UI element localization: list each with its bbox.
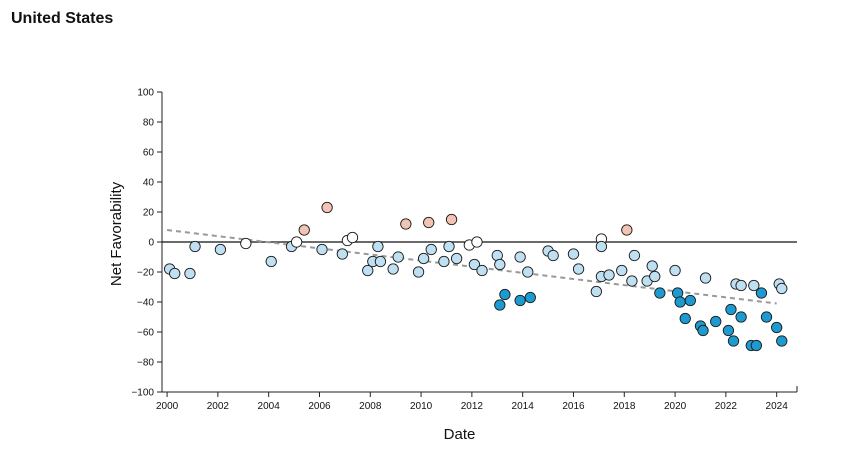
- x-tick-label: 2016: [562, 401, 585, 412]
- data-point: [755, 287, 768, 299]
- data-point: [499, 288, 511, 301]
- data-point: [646, 260, 658, 272]
- y-tick-label: −40: [137, 298, 154, 309]
- data-point: [372, 240, 384, 253]
- data-point: [616, 264, 628, 277]
- data-point: [321, 201, 333, 214]
- data-point: [425, 243, 437, 256]
- data-point: [603, 269, 615, 281]
- data-point: [423, 216, 435, 229]
- data-point: [476, 264, 488, 277]
- data-point: [445, 213, 458, 226]
- x-tick-label: 2008: [359, 401, 382, 412]
- data-point: [628, 249, 641, 262]
- data-point: [316, 243, 328, 256]
- y-tick-label: 20: [143, 208, 155, 219]
- data-point: [776, 282, 788, 295]
- data-point: [679, 312, 691, 325]
- data-point: [438, 255, 450, 268]
- data-point: [514, 294, 526, 307]
- data-point: [471, 236, 483, 248]
- x-tick-label: 2014: [512, 401, 535, 412]
- y-tick-label: −100: [131, 388, 154, 399]
- data-point: [684, 294, 696, 307]
- x-tick-label: 2000: [156, 401, 179, 412]
- data-point: [649, 270, 661, 283]
- data-point: [387, 263, 399, 275]
- data-point: [567, 248, 580, 260]
- data-point: [595, 240, 608, 253]
- data-point: [336, 248, 348, 260]
- data-point: [735, 311, 747, 323]
- x-axis-title: Date: [444, 426, 476, 443]
- data-point: [184, 267, 196, 280]
- data-point: [468, 258, 481, 271]
- x-tick-label: 2024: [766, 401, 789, 412]
- data-point: [654, 287, 666, 299]
- data-point: [450, 252, 463, 265]
- data-point: [572, 263, 585, 275]
- data-point: [522, 266, 534, 278]
- data-point: [748, 279, 760, 292]
- y-tick-label: 40: [143, 178, 155, 189]
- x-tick-label: 2012: [461, 401, 484, 412]
- data-point: [750, 339, 763, 352]
- data-point: [392, 251, 404, 263]
- data-point: [674, 296, 686, 308]
- data-point: [699, 272, 712, 284]
- data-point: [214, 243, 227, 256]
- x-tick-label: 2020: [664, 401, 687, 412]
- y-tick-label: 60: [143, 148, 155, 159]
- data-points: [163, 201, 788, 352]
- x-tick-label: 2002: [207, 401, 230, 412]
- data-point: [189, 240, 201, 253]
- data-point: [776, 335, 788, 347]
- data-point: [725, 303, 737, 316]
- data-point: [417, 252, 430, 265]
- data-point: [735, 279, 747, 292]
- y-tick-label: 0: [148, 238, 154, 249]
- data-point: [710, 315, 722, 328]
- data-point: [374, 255, 387, 268]
- y-tick-label: 80: [143, 118, 155, 129]
- data-point: [514, 251, 526, 263]
- data-point: [290, 236, 303, 248]
- data-point: [412, 266, 425, 278]
- x-tick-label: 2004: [258, 401, 281, 412]
- data-point: [697, 324, 709, 337]
- data-point: [626, 275, 638, 287]
- data-point: [722, 324, 735, 337]
- data-point: [443, 240, 455, 253]
- y-tick-label: −20: [137, 268, 154, 279]
- data-point: [760, 311, 773, 323]
- data-point: [524, 291, 536, 304]
- data-point: [727, 335, 740, 347]
- data-point: [265, 255, 277, 268]
- y-axis-title: Net Favorability: [108, 181, 125, 286]
- data-point: [400, 218, 412, 230]
- data-point: [240, 237, 252, 250]
- x-tick-label: 2010: [410, 401, 433, 412]
- data-point: [362, 264, 374, 277]
- data-point: [494, 258, 506, 271]
- data-point: [346, 231, 359, 244]
- y-tick-label: −60: [137, 328, 154, 339]
- data-point: [621, 224, 633, 236]
- data-point: [494, 299, 506, 311]
- data-point: [169, 267, 181, 280]
- y-tick-label: −80: [137, 358, 154, 369]
- data-point: [669, 264, 681, 277]
- x-tick-label: 2022: [715, 401, 738, 412]
- data-point: [547, 249, 559, 262]
- data-point: [771, 321, 783, 334]
- data-point: [590, 285, 602, 298]
- data-point: [298, 224, 310, 236]
- page-title: United States: [11, 10, 114, 27]
- y-tick-label: 100: [137, 88, 154, 99]
- x-tick-label: 2006: [308, 401, 331, 412]
- x-tick-label: 2018: [613, 401, 636, 412]
